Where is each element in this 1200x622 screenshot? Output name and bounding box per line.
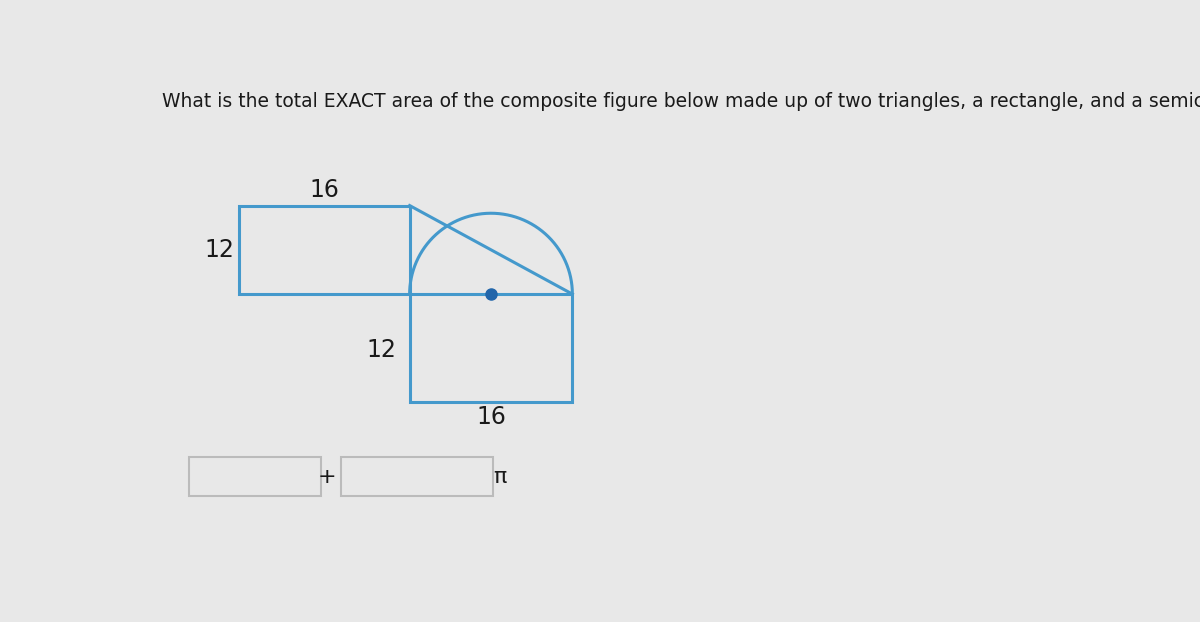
Text: +: + — [317, 466, 336, 486]
Text: 16: 16 — [476, 406, 506, 429]
Text: 16: 16 — [310, 178, 340, 202]
Text: π: π — [493, 466, 506, 486]
Text: What is the total EXACT area of the composite figure below made up of two triang: What is the total EXACT area of the comp… — [162, 91, 1200, 111]
Text: 12: 12 — [366, 338, 396, 362]
Text: 12: 12 — [205, 238, 235, 262]
